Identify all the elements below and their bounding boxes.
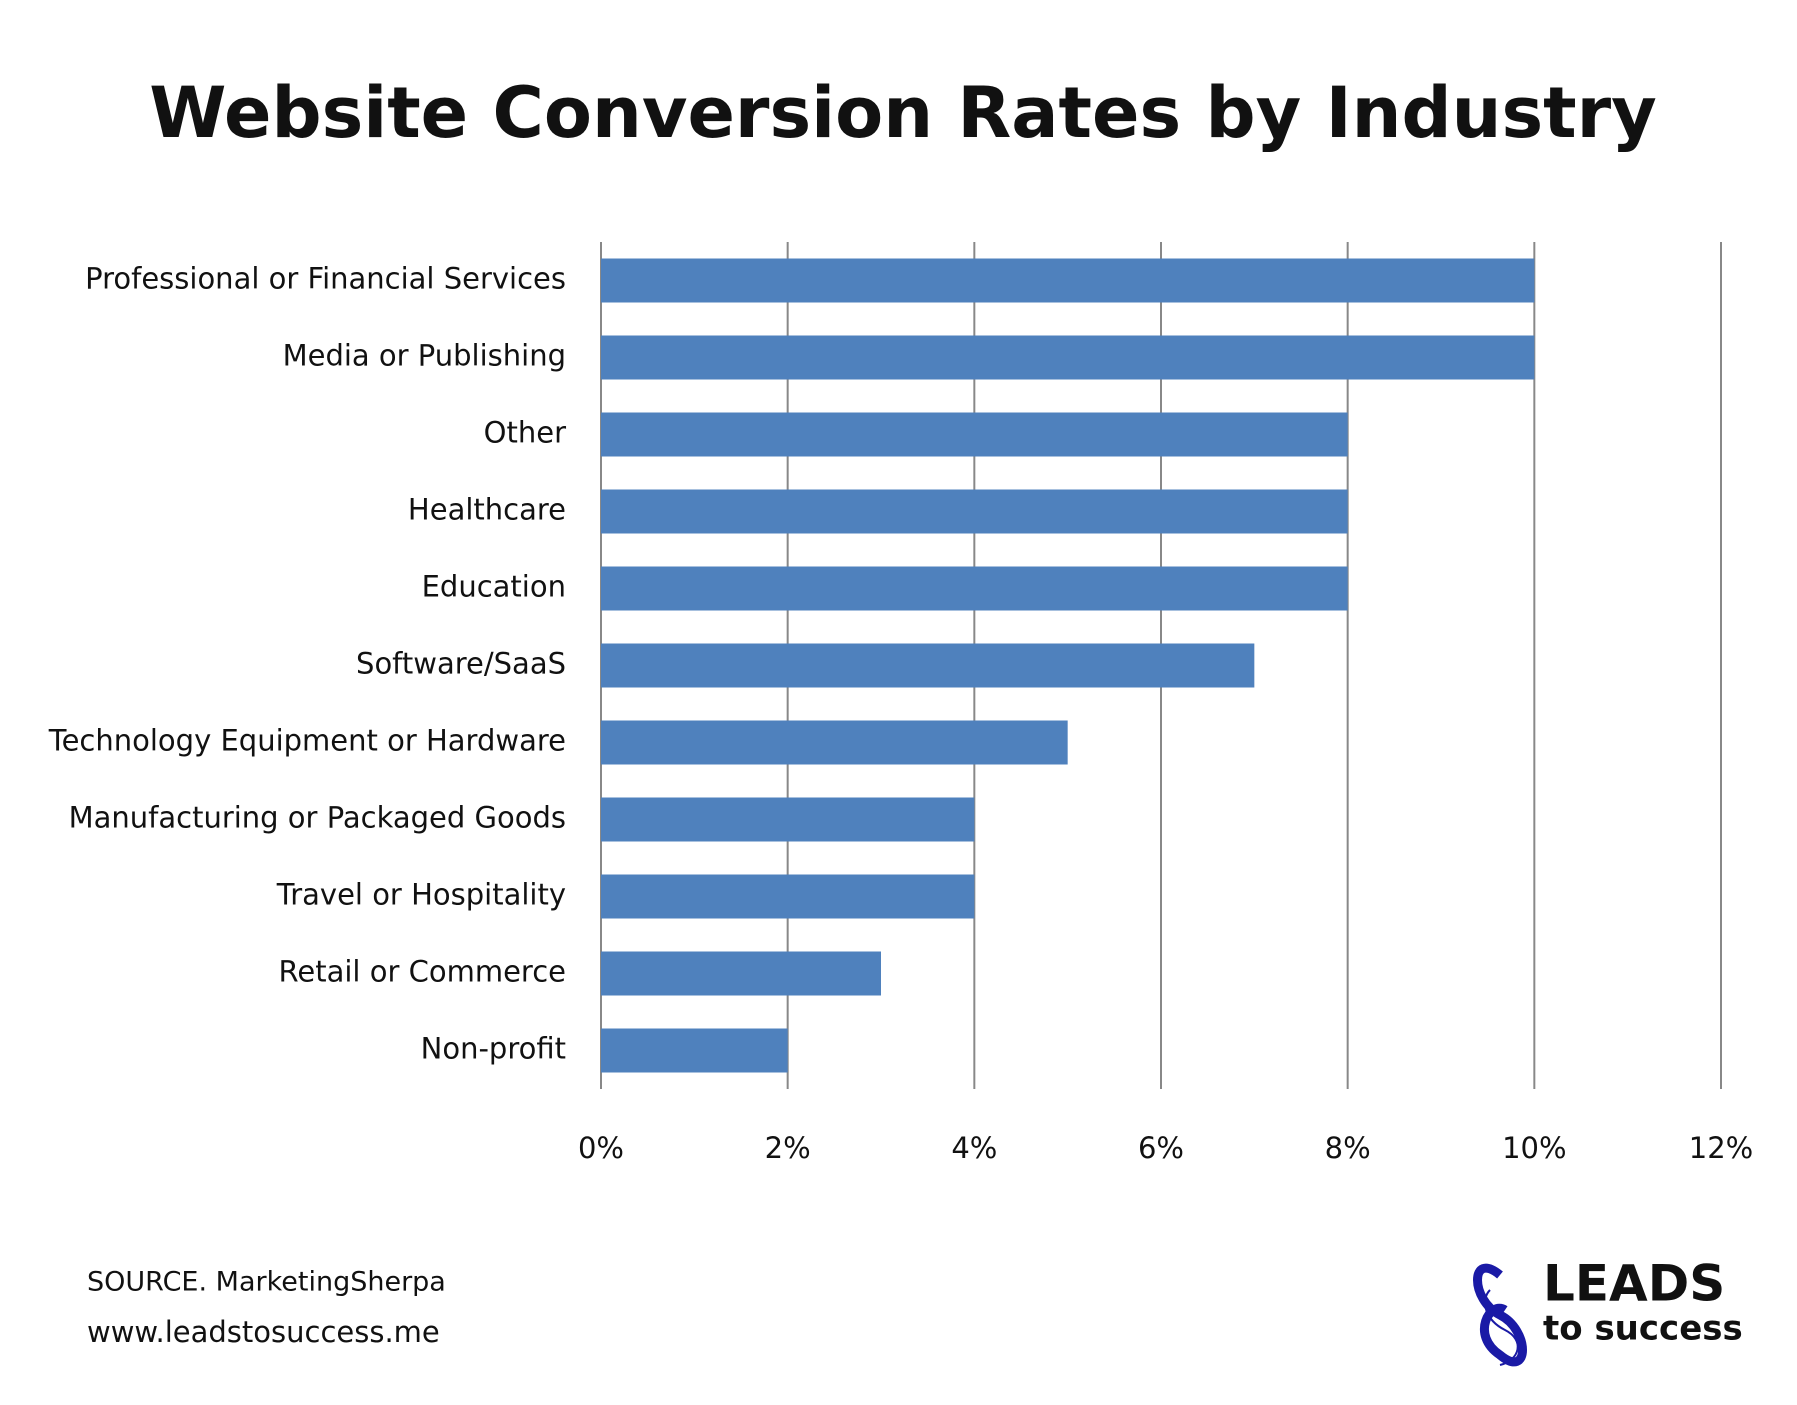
x-tick-label: 2% (765, 1131, 811, 1165)
bar (601, 643, 1255, 688)
y-tick-label: Software/SaaS (356, 647, 566, 681)
y-tick-label: Professional or Financial Services (85, 262, 566, 296)
chart-title: Website Conversion Rates by Industry (149, 72, 1656, 154)
y-tick-label: Education (422, 570, 566, 604)
logo-name: LEADS (1543, 1255, 1725, 1313)
x-tick-label: 12% (1689, 1131, 1753, 1165)
y-tick-label: Other (484, 416, 566, 450)
logo-tagline: to success (1543, 1309, 1743, 1349)
logo-mark (1484, 1289, 1519, 1366)
bar (601, 1028, 788, 1073)
bar (601, 797, 975, 842)
y-tick-label: Travel or Hospitality (276, 878, 566, 912)
y-tick-label: Non-profit (421, 1032, 566, 1066)
y-tick-label: Media or Publishing (283, 339, 566, 373)
source: SOURCE. MarketingSherpa (87, 1267, 446, 1298)
y-tick-label: Retail or Commerce (279, 955, 566, 989)
logo-mark (1473, 1263, 1527, 1367)
bar (601, 951, 881, 996)
y-tick-label: Healthcare (408, 493, 566, 527)
bar (601, 874, 975, 919)
y-tick-label: Technology Equipment or Hardware (48, 724, 566, 758)
website: www.leadstosuccess.me (87, 1315, 440, 1349)
x-tick-label: 8% (1325, 1131, 1371, 1165)
bar (601, 335, 1535, 380)
bar (601, 412, 1348, 457)
x-tick-label: 0% (578, 1131, 624, 1165)
x-tick-label: 4% (951, 1131, 997, 1165)
bar (601, 566, 1348, 611)
logo: LEADS to success (1473, 1255, 1743, 1367)
x-tick-label: 6% (1138, 1131, 1184, 1165)
bar (601, 720, 1068, 765)
bar (601, 258, 1535, 303)
x-tick-label: 10% (1502, 1131, 1566, 1165)
bar (601, 489, 1348, 534)
y-tick-label: Manufacturing or Packaged Goods (69, 801, 566, 835)
